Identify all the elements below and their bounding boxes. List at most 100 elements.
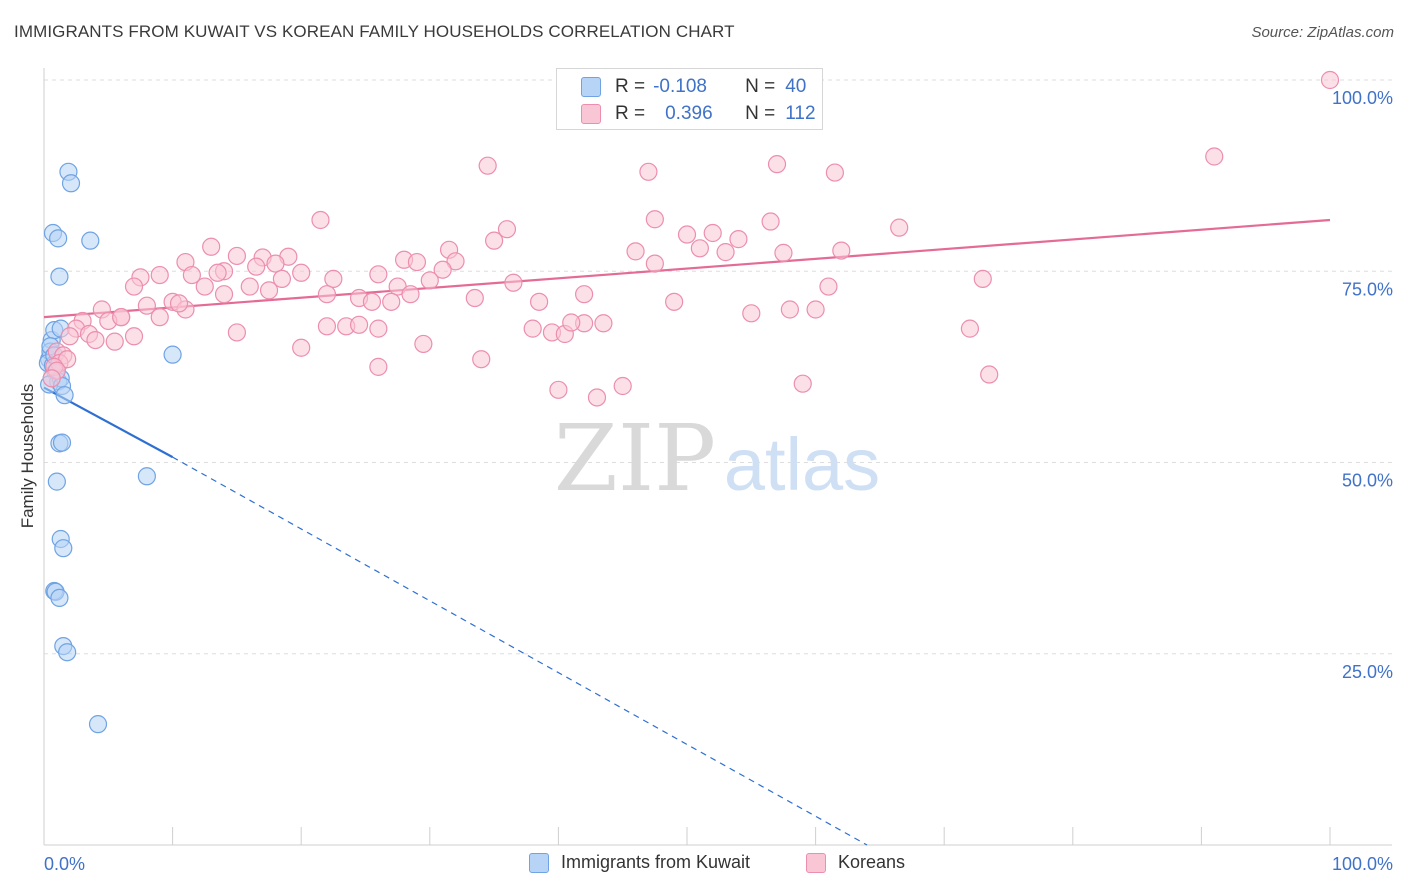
bottom-legend-kuwait[interactable]: Immigrants from Kuwait bbox=[529, 852, 750, 873]
point-korean-61 bbox=[665, 292, 684, 311]
point-kuwait-26 bbox=[137, 467, 156, 486]
x-tick-label-max: 100.0% bbox=[1332, 854, 1393, 874]
point-korean-83 bbox=[742, 304, 761, 323]
point-korean-10 bbox=[497, 220, 517, 239]
legend-n-label: N = bbox=[745, 103, 776, 124]
point-korean-1 bbox=[1205, 147, 1224, 166]
watermark-zip: ZIP bbox=[554, 405, 716, 512]
trend-line-koreans bbox=[43, 218, 1331, 319]
point-kuwait-33 bbox=[58, 643, 77, 662]
point-korean-104 bbox=[112, 308, 131, 327]
point-korean-20 bbox=[227, 246, 246, 266]
y-tick-label: 100.0% bbox=[1332, 88, 1393, 108]
point-korean-24 bbox=[446, 252, 465, 271]
point-korean-38 bbox=[369, 265, 388, 284]
legend-r-value-koreans: 0.396 bbox=[665, 103, 713, 124]
point-korean-88 bbox=[414, 334, 433, 354]
point-korean-3 bbox=[639, 162, 658, 181]
point-korean-53 bbox=[214, 285, 234, 304]
point-korean-102 bbox=[42, 369, 61, 388]
point-korean-60 bbox=[530, 292, 549, 311]
point-korean-44 bbox=[324, 269, 343, 288]
point-korean-94 bbox=[369, 357, 388, 376]
point-korean-86 bbox=[960, 319, 980, 338]
point-kuwait-1 bbox=[61, 174, 81, 193]
chart-source: Source: ZipAtlas.com bbox=[1251, 24, 1394, 41]
point-korean-58 bbox=[401, 285, 420, 304]
point-korean-16 bbox=[716, 243, 735, 262]
point-korean-17 bbox=[626, 242, 645, 261]
point-korean-56 bbox=[382, 292, 401, 311]
point-korean-69 bbox=[86, 331, 105, 350]
point-korean-84 bbox=[780, 300, 799, 319]
point-korean-5 bbox=[825, 163, 844, 182]
point-korean-33 bbox=[182, 265, 201, 285]
point-korean-42 bbox=[259, 281, 279, 300]
point-korean-70 bbox=[105, 332, 124, 351]
point-korean-103 bbox=[60, 327, 79, 346]
point-korean-30 bbox=[832, 241, 851, 260]
point-korean-9 bbox=[890, 218, 909, 237]
point-kuwait-31 bbox=[50, 588, 69, 608]
watermark: ZIP atlas bbox=[554, 405, 880, 512]
point-korean-99 bbox=[793, 374, 812, 393]
point-korean-7 bbox=[645, 210, 664, 229]
x-tick-label-min: 0.0% bbox=[44, 854, 85, 874]
data-points bbox=[38, 70, 1340, 734]
point-korean-36 bbox=[292, 263, 311, 282]
point-korean-75 bbox=[349, 315, 369, 334]
watermark-atlas: atlas bbox=[724, 423, 880, 506]
legend-swatch-kuwait bbox=[581, 77, 601, 97]
legend-r-label: R = bbox=[615, 103, 646, 124]
legend-r-value-kuwait: -0.108 bbox=[653, 76, 707, 97]
point-korean-11 bbox=[485, 231, 504, 250]
legend-r-label: R = bbox=[615, 76, 646, 97]
point-korean-85 bbox=[806, 300, 825, 319]
point-korean-51 bbox=[137, 296, 156, 315]
gridlines bbox=[44, 79, 1392, 655]
point-korean-73 bbox=[317, 317, 337, 336]
point-korean-65 bbox=[150, 308, 169, 327]
point-korean-0 bbox=[1320, 70, 1340, 90]
point-korean-59 bbox=[465, 288, 484, 308]
y-tick-label: 75.0% bbox=[1342, 279, 1393, 299]
point-korean-35 bbox=[150, 265, 169, 285]
point-korean-77 bbox=[523, 319, 542, 338]
point-korean-19 bbox=[202, 237, 221, 256]
point-korean-12 bbox=[677, 225, 697, 244]
point-korean-2 bbox=[478, 156, 497, 175]
point-korean-15 bbox=[690, 239, 709, 258]
point-korean-107 bbox=[169, 294, 189, 313]
bottom-legend-label-koreans: Koreans bbox=[838, 852, 906, 872]
point-korean-87 bbox=[292, 338, 311, 357]
point-kuwait-22 bbox=[163, 345, 182, 364]
point-korean-96 bbox=[549, 380, 568, 399]
trend-lines bbox=[43, 218, 1331, 846]
point-korean-41 bbox=[240, 277, 259, 296]
point-korean-6 bbox=[311, 210, 330, 230]
point-kuwait-4 bbox=[81, 231, 100, 250]
point-kuwait-3 bbox=[49, 229, 68, 248]
legend-n-value-kuwait: 40 bbox=[785, 76, 807, 97]
point-korean-39 bbox=[420, 271, 439, 290]
chart-title: IMMIGRANTS FROM KUWAIT VS KOREAN FAMILY … bbox=[14, 22, 735, 41]
point-korean-82 bbox=[594, 314, 613, 333]
point-korean-98 bbox=[613, 376, 632, 396]
point-korean-105 bbox=[208, 263, 227, 282]
point-korean-76 bbox=[369, 319, 388, 338]
point-korean-27 bbox=[266, 254, 285, 273]
point-korean-29 bbox=[774, 243, 793, 262]
point-korean-57 bbox=[362, 292, 382, 311]
trend-line-kuwait-extrapolated bbox=[172, 456, 868, 846]
point-korean-49 bbox=[819, 277, 838, 296]
point-korean-45 bbox=[504, 273, 523, 292]
point-korean-26 bbox=[645, 254, 664, 273]
bottom-legend: Immigrants from Kuwait Koreans bbox=[0, 852, 1406, 878]
bottom-legend-koreans[interactable]: Koreans bbox=[806, 852, 905, 873]
point-korean-13 bbox=[703, 223, 722, 243]
point-korean-95 bbox=[472, 350, 491, 369]
y-tick-label: 25.0% bbox=[1342, 662, 1393, 682]
point-korean-37 bbox=[433, 260, 452, 279]
point-korean-14 bbox=[729, 230, 748, 249]
point-kuwait-19 bbox=[55, 386, 74, 405]
